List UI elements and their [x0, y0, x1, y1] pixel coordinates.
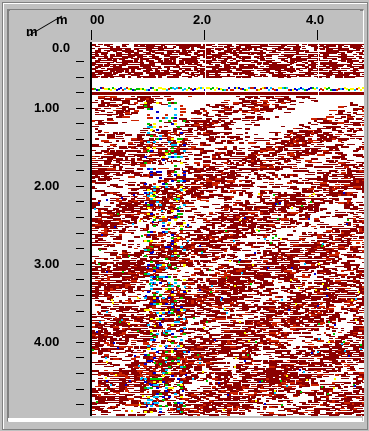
- units-corner: m m: [10, 10, 88, 40]
- depth-tick: [76, 186, 84, 187]
- depth-tick: [76, 357, 84, 358]
- x-tick-label-0: 00: [90, 12, 105, 27]
- x-tick-label-4: 4.0: [306, 12, 325, 27]
- y-tick-label-4: 4.00: [34, 334, 60, 349]
- y-tick-label-1: 1.00: [34, 100, 60, 115]
- depth-tick: [76, 233, 84, 234]
- depth-tick: [76, 389, 84, 390]
- depth-tick: [76, 123, 84, 124]
- distance-unit-label: m: [56, 12, 68, 27]
- x-tick-2: [204, 30, 205, 40]
- depth-tick: [76, 373, 84, 374]
- depth-tick: [76, 155, 84, 156]
- x-tick-4: [317, 30, 318, 40]
- depth-tick: [76, 264, 84, 265]
- depth-tick: [76, 311, 84, 312]
- y-tick-label-2: 2.00: [34, 178, 60, 193]
- radargram-plot: [90, 42, 364, 416]
- depth-tick: [76, 404, 84, 405]
- depth-tick: [76, 201, 84, 202]
- x-tick-label-2: 2.0: [193, 12, 212, 27]
- depth-tick: [76, 170, 84, 171]
- depth-tick: [76, 139, 84, 140]
- distance-ruler: [90, 10, 360, 42]
- depth-tick: [76, 248, 84, 249]
- depth-ruler: [10, 10, 90, 416]
- depth-tick: [76, 217, 84, 218]
- depth-unit-label: m: [26, 24, 38, 39]
- depth-tick: [76, 295, 84, 296]
- depth-tick: [76, 108, 84, 109]
- depth-tick: [76, 342, 84, 343]
- y-tick-label-3: 3.00: [34, 256, 60, 271]
- x-tick-0: [91, 30, 92, 40]
- depth-tick: [76, 326, 84, 327]
- depth-tick: [76, 92, 84, 93]
- y-tick-label-0: 0.0: [52, 40, 71, 55]
- depth-tick: [76, 279, 84, 280]
- corner-diagonal: [27, 15, 63, 37]
- bottom-edge: [8, 418, 362, 421]
- depth-tick: [76, 61, 84, 62]
- radargram-image: [92, 42, 364, 416]
- depth-tick: [76, 77, 84, 78]
